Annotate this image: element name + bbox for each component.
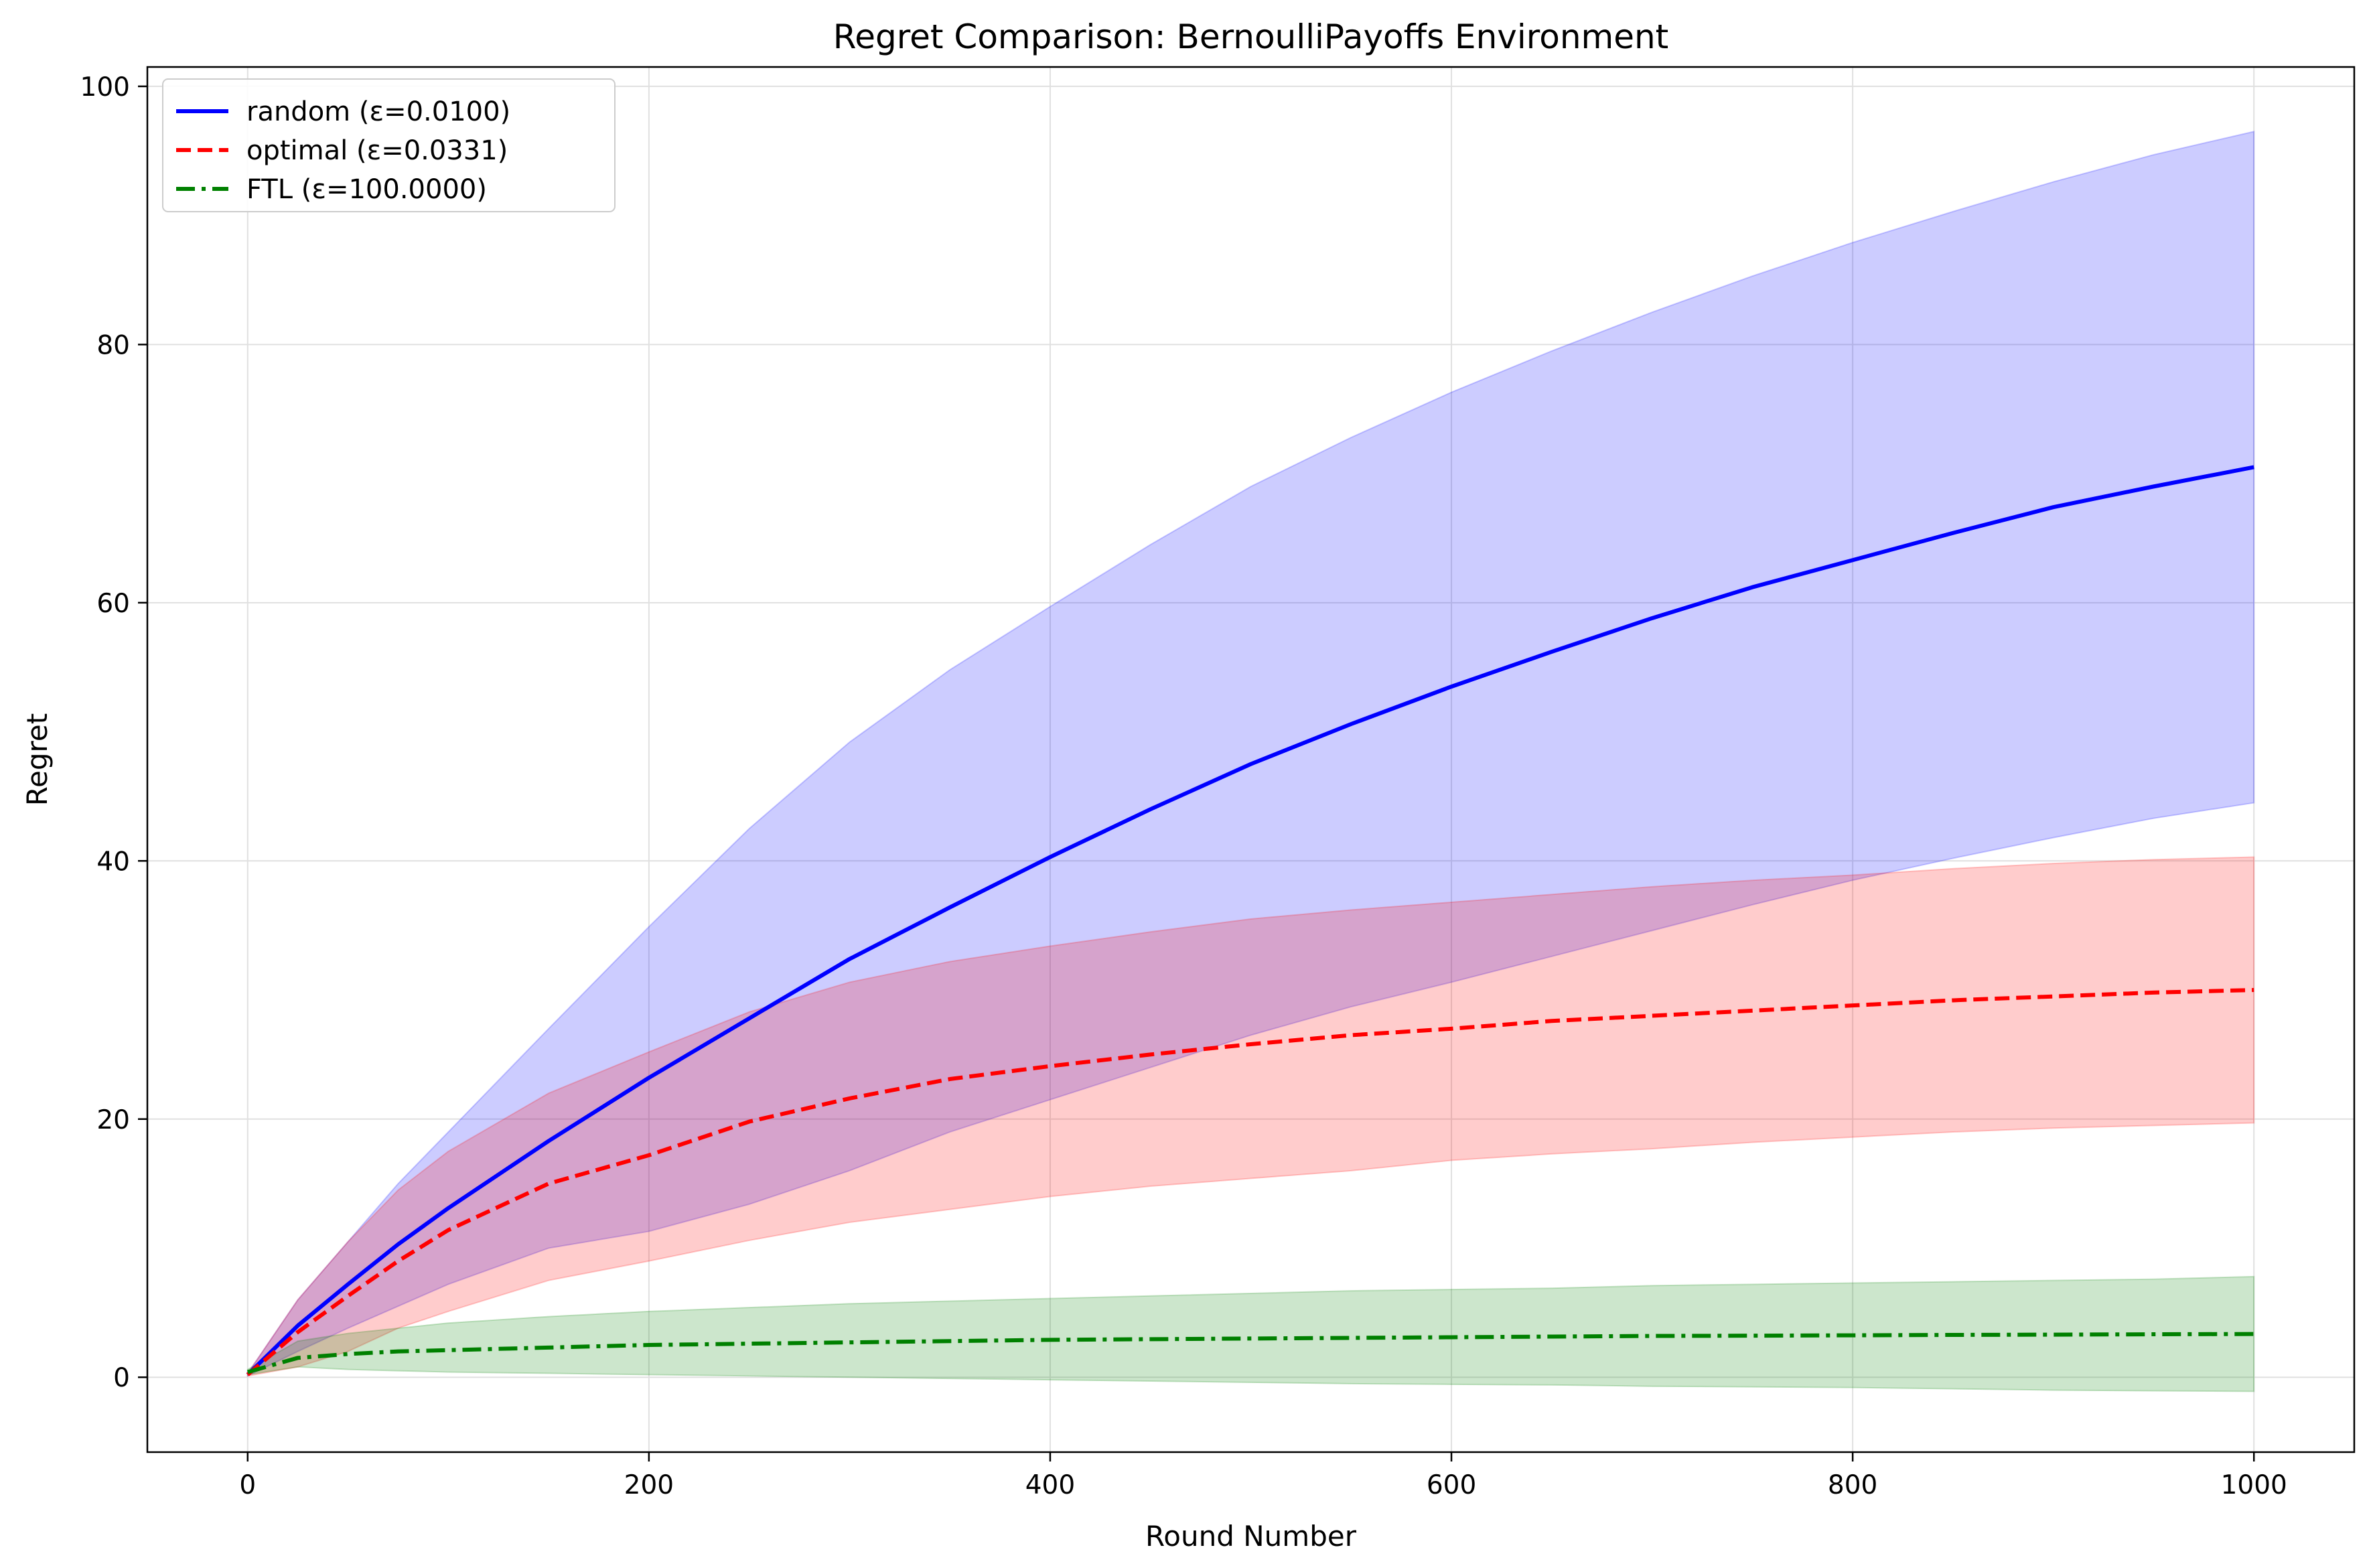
y-tick-label: 0 [113,1363,130,1393]
x-tick-label: 600 [1427,1470,1476,1500]
band-dashed [246,856,2255,1377]
x-tick-label: 400 [1025,1470,1075,1500]
axis-ticks: 0 200 400 600 800 1000 0 20 40 60 80 100 [80,72,2287,1500]
series-lines [246,465,2254,1376]
series-line-solid [246,465,2254,1376]
y-tick-label: 40 [96,847,130,877]
plot-frame [146,66,2356,1453]
legend: random (ε=0.0100) optimal (ε=0.0331) FTL (… [162,78,616,212]
confidence-bands [246,131,2255,1393]
legend-label: random (ε=0.0100) [246,96,510,127]
y-tick-label: 60 [96,589,130,619]
band-dashdot [246,1275,2255,1393]
chart-title: Regret Comparison: BernoulliPayoffs Envi… [833,17,1669,56]
y-tick-label: 20 [96,1105,130,1135]
y-tick-label: 100 [80,72,130,102]
series-line-dashed [246,988,2254,1376]
y-tick-label: 80 [96,330,130,360]
x-axis-label: Round Number [1145,1520,1357,1553]
x-tick-label: 200 [624,1470,674,1500]
series-line-dashdot [246,1332,2254,1374]
band-solid [246,131,2255,1377]
y-axis-label: Regret [21,713,54,806]
legend-label: FTL (ε=100.0000) [246,174,487,205]
x-tick-label: 800 [1828,1470,1877,1500]
grid [147,67,2354,1452]
legend-label: optimal (ε=0.0331) [246,135,508,166]
x-tick-label: 1000 [2221,1470,2287,1500]
legend-box [162,78,616,212]
x-tick-label: 0 [239,1470,256,1500]
